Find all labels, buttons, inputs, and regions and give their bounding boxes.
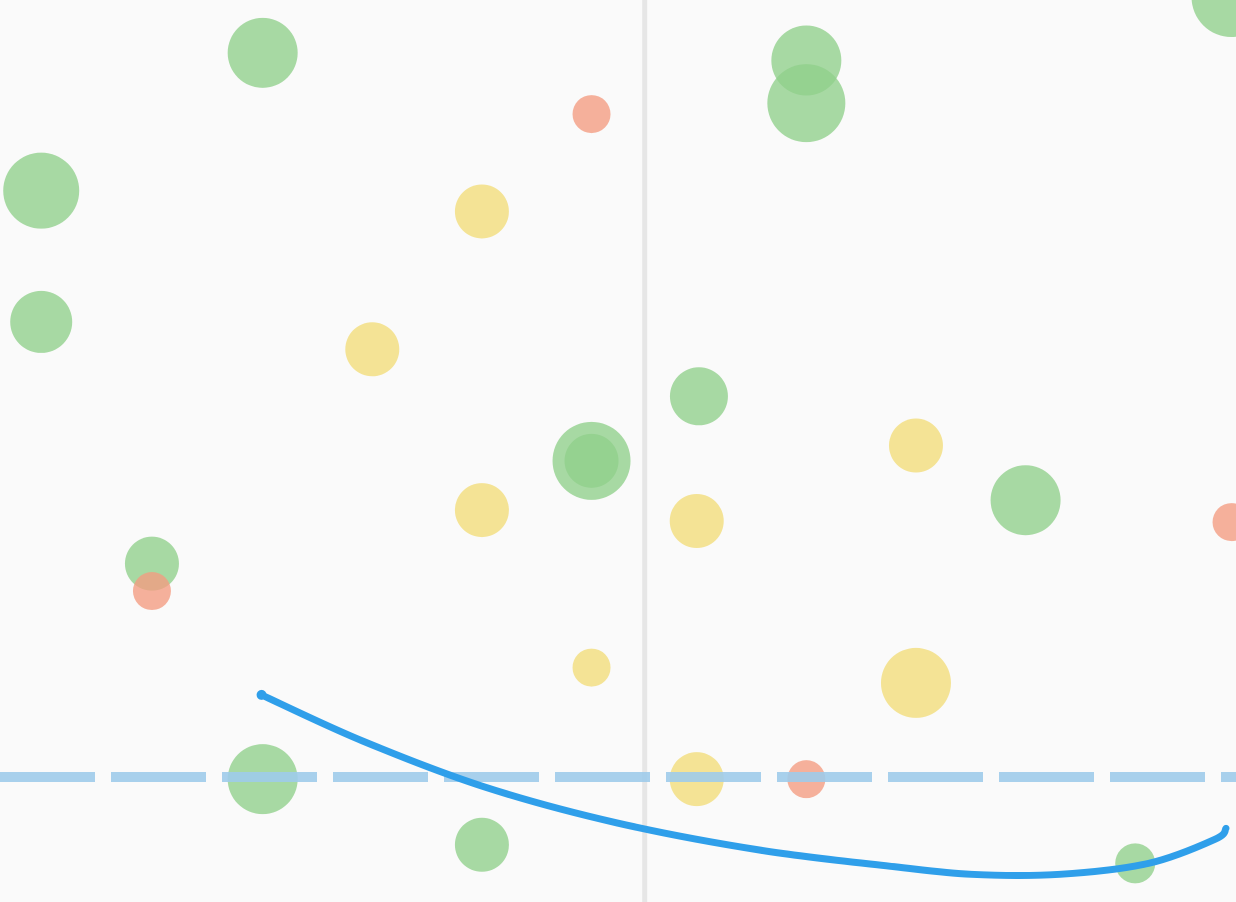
trend-curve-start-marker bbox=[256, 689, 267, 700]
yellow-point-6 bbox=[880, 647, 951, 718]
green-point-2 bbox=[10, 290, 73, 353]
green-point-1 bbox=[3, 152, 80, 229]
green-point-0 bbox=[227, 17, 298, 88]
trend-curve bbox=[258, 691, 1230, 879]
green-point-9 bbox=[990, 465, 1061, 536]
yellow-point-0 bbox=[454, 184, 509, 239]
yellow-point-2 bbox=[454, 483, 509, 538]
yellow-point-3 bbox=[669, 494, 724, 549]
green-point-7 bbox=[767, 64, 846, 143]
red-point-1 bbox=[132, 572, 171, 611]
green-point-13 bbox=[1191, 0, 1236, 38]
green-point-5 bbox=[564, 433, 619, 488]
green-point-3 bbox=[124, 536, 179, 591]
yellow-point-4 bbox=[888, 418, 943, 473]
yellow-point-5 bbox=[572, 648, 611, 687]
red-point-3 bbox=[1212, 503, 1236, 542]
green-point-11 bbox=[454, 817, 509, 872]
red-point-0 bbox=[572, 95, 611, 134]
yellow-point-1 bbox=[345, 322, 400, 377]
green-point-8 bbox=[669, 367, 728, 426]
